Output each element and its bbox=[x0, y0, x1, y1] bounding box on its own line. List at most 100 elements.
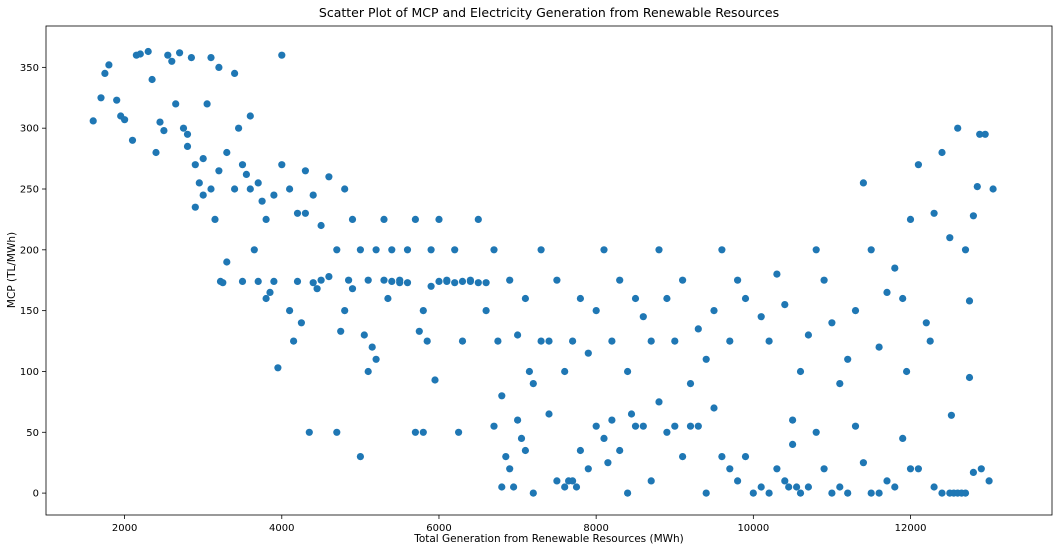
data-point bbox=[337, 327, 345, 335]
data-point bbox=[455, 428, 463, 436]
data-point bbox=[624, 367, 632, 376]
y-tick-label: 150 bbox=[20, 306, 39, 317]
data-point bbox=[309, 279, 317, 287]
data-point bbox=[576, 294, 585, 303]
data-point bbox=[427, 246, 435, 254]
data-point bbox=[686, 422, 695, 430]
data-point bbox=[875, 343, 883, 351]
data-point bbox=[679, 276, 687, 284]
data-point bbox=[384, 294, 392, 303]
data-point bbox=[341, 185, 349, 193]
data-point bbox=[639, 313, 647, 321]
data-point bbox=[773, 270, 781, 278]
data-point bbox=[458, 337, 467, 345]
x-tick-label: 6000 bbox=[426, 523, 451, 534]
data-point bbox=[238, 161, 247, 169]
data-point bbox=[903, 367, 911, 376]
data-point bbox=[973, 183, 981, 191]
data-point bbox=[364, 367, 372, 376]
data-point bbox=[906, 215, 915, 223]
data-point bbox=[604, 459, 612, 467]
data-point bbox=[183, 130, 192, 138]
data-point bbox=[726, 465, 734, 473]
data-point bbox=[419, 428, 427, 436]
data-point bbox=[254, 179, 262, 187]
data-point bbox=[545, 337, 553, 345]
data-point bbox=[553, 276, 561, 284]
data-point bbox=[773, 465, 781, 473]
data-point bbox=[466, 276, 474, 284]
data-point bbox=[388, 277, 396, 285]
data-point bbox=[293, 209, 302, 217]
data-point bbox=[179, 124, 188, 132]
data-point bbox=[297, 319, 305, 327]
data-point bbox=[215, 63, 223, 71]
data-point bbox=[647, 477, 655, 485]
data-point bbox=[734, 276, 742, 284]
data-point bbox=[969, 468, 978, 476]
data-point bbox=[506, 276, 514, 284]
data-point bbox=[364, 276, 372, 284]
data-point bbox=[105, 61, 113, 69]
data-point bbox=[922, 319, 930, 327]
data-point bbox=[356, 453, 364, 461]
data-point bbox=[207, 54, 215, 62]
data-point bbox=[372, 355, 380, 363]
data-point bbox=[576, 446, 585, 455]
data-point bbox=[836, 483, 844, 491]
data-point bbox=[509, 483, 518, 491]
data-point bbox=[195, 179, 203, 187]
data-point bbox=[490, 422, 498, 430]
y-tick-label: 200 bbox=[20, 245, 39, 256]
data-point bbox=[325, 173, 333, 181]
data-point bbox=[517, 434, 526, 442]
data-point bbox=[836, 380, 844, 388]
data-point bbox=[741, 294, 750, 303]
data-point bbox=[989, 185, 997, 193]
data-point bbox=[592, 422, 600, 430]
data-point bbox=[726, 337, 734, 345]
data-point bbox=[274, 364, 282, 372]
data-point bbox=[663, 294, 671, 303]
data-point bbox=[914, 161, 923, 169]
data-point bbox=[553, 477, 561, 485]
data-point bbox=[954, 124, 962, 132]
data-point bbox=[529, 380, 537, 388]
data-point bbox=[278, 51, 286, 59]
data-point bbox=[561, 483, 569, 491]
data-point bbox=[867, 246, 875, 254]
y-tick-label: 300 bbox=[20, 124, 39, 135]
data-point bbox=[443, 276, 451, 284]
data-point bbox=[411, 428, 419, 436]
data-point bbox=[569, 477, 577, 485]
data-point bbox=[435, 215, 443, 223]
data-point bbox=[313, 285, 321, 293]
data-point bbox=[266, 288, 274, 296]
data-point bbox=[270, 191, 278, 199]
data-point bbox=[348, 215, 357, 223]
data-point bbox=[647, 337, 655, 345]
data-point bbox=[411, 215, 419, 223]
data-point bbox=[710, 307, 718, 315]
data-point bbox=[187, 54, 195, 62]
data-point bbox=[584, 349, 592, 357]
data-point bbox=[781, 477, 789, 485]
data-point bbox=[89, 117, 97, 125]
data-point bbox=[572, 483, 581, 491]
data-point bbox=[231, 69, 239, 77]
data-point bbox=[348, 285, 357, 293]
data-point bbox=[600, 246, 608, 254]
data-point bbox=[961, 489, 970, 497]
data-point bbox=[183, 142, 192, 150]
data-point bbox=[498, 483, 506, 491]
data-point bbox=[781, 301, 789, 309]
data-point bbox=[415, 327, 423, 335]
data-point bbox=[859, 459, 868, 467]
data-point bbox=[97, 94, 105, 102]
data-point bbox=[235, 124, 243, 132]
data-point bbox=[702, 355, 710, 363]
data-point bbox=[396, 276, 404, 284]
data-point bbox=[875, 489, 883, 497]
data-point bbox=[431, 376, 439, 384]
data-point bbox=[741, 453, 750, 461]
